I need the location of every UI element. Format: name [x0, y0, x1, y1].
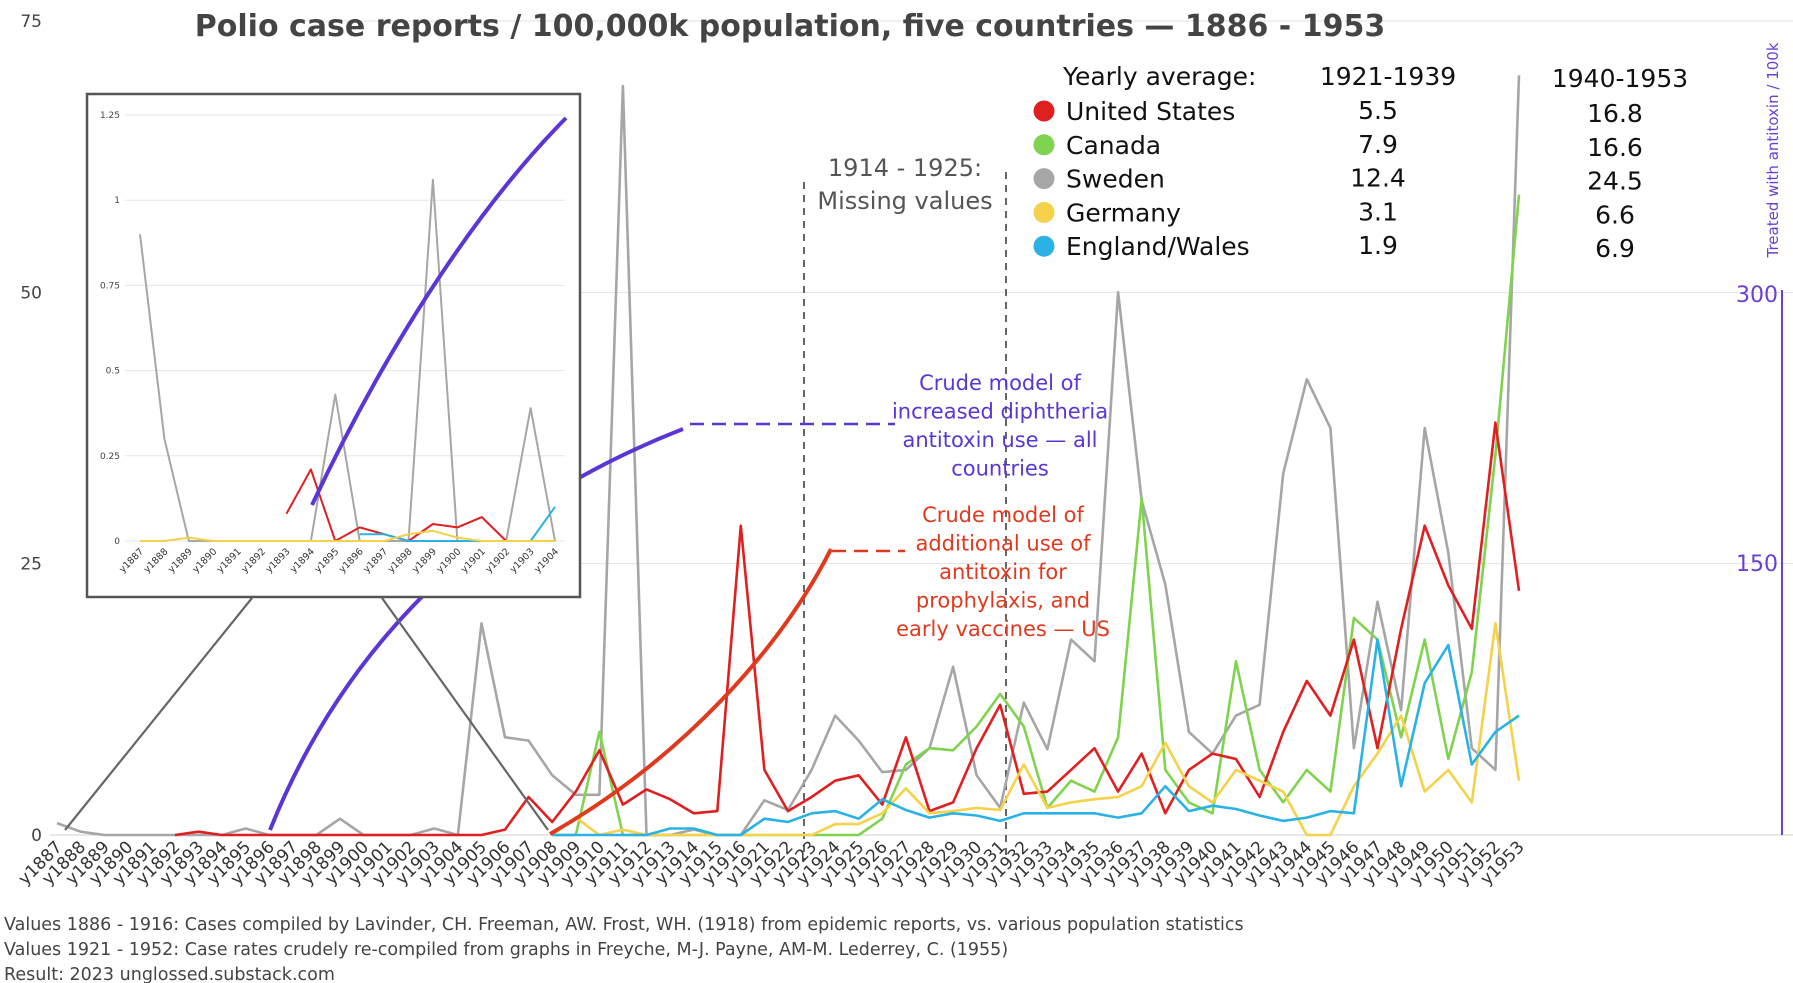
- zoom-connector-left: [64, 597, 253, 831]
- purple-model-label: increased diphtheria: [892, 400, 1108, 424]
- legend-header: Yearly average:: [1062, 62, 1256, 91]
- legend-label: England/Wales: [1066, 232, 1250, 261]
- legend-label: Germany: [1066, 198, 1181, 227]
- legend-value-1921-1939: 1.9: [1358, 231, 1398, 260]
- series-line-united-states: [174, 421, 1521, 837]
- red-model-label: prophylaxis, and: [916, 589, 1090, 613]
- red-model-label: antitoxin for: [939, 560, 1067, 584]
- purple-model-curve-inset: [310, 116, 568, 506]
- inset-series-germany: [140, 529, 555, 542]
- legend-value-1921-1939: 3.1: [1358, 197, 1398, 226]
- right-tick-label: 150: [1736, 552, 1778, 577]
- legend-swatch: [1033, 201, 1055, 223]
- footer-source-line: Values 1921 - 1952: Case rates crudely r…: [4, 940, 1008, 960]
- inset-chart: 00.250.50.7511.25y1887y1888y1889y1890y18…: [85, 92, 582, 599]
- zoom-connector-right: [381, 597, 549, 831]
- legend-value-1940-1953: 16.8: [1587, 99, 1643, 128]
- legend-col1-header: 1921-1939: [1320, 62, 1456, 91]
- y-tick-label: 75: [20, 12, 42, 32]
- legend-value-1940-1953: 16.6: [1587, 133, 1643, 162]
- legend-value-1940-1953: 6.9: [1595, 234, 1635, 263]
- red-model-curve: [549, 548, 833, 836]
- missing-values-label: Missing values: [817, 187, 992, 215]
- footer-source-line: Values 1886 - 1916: Cases compiled by La…: [4, 915, 1244, 935]
- inset-y-tick-label: 0: [114, 537, 120, 547]
- legend-value-1940-1953: 6.6: [1595, 200, 1635, 229]
- inset-frame: [85, 92, 582, 599]
- legend-value-1921-1939: 12.4: [1350, 164, 1406, 193]
- red-model-label: Crude model of: [922, 503, 1084, 527]
- legend-swatch: [1033, 100, 1055, 122]
- y-tick-label: 25: [20, 555, 42, 575]
- y-tick-label: 0: [31, 826, 42, 846]
- y-tick-label: 50: [20, 283, 42, 303]
- legend-label: United States: [1066, 97, 1235, 126]
- inset-y-tick-label: 0.25: [100, 452, 120, 462]
- red-model-label: additional use of: [915, 532, 1091, 556]
- legend-value-1921-1939: 5.5: [1358, 96, 1398, 125]
- series-line-england-wales: [552, 638, 1520, 837]
- inset-y-tick-label: 0.5: [106, 367, 120, 377]
- legend-col2-header: 1940-1953: [1552, 64, 1688, 93]
- inset-y-tick-label: 1.25: [100, 111, 120, 121]
- legend-label: Canada: [1066, 131, 1161, 160]
- purple-model-label: Crude model of: [919, 371, 1081, 395]
- chart-title: Polio case reports / 100,000k population…: [195, 9, 1385, 44]
- inset-y-tick-label: 1: [114, 196, 120, 206]
- legend-value-1940-1953: 24.5: [1587, 167, 1643, 196]
- red-model-label: early vaccines — US: [896, 617, 1110, 641]
- right-tick-label: 300: [1736, 283, 1778, 308]
- footer-source-line: Result: 2023 unglossed.substack.com: [4, 965, 335, 983]
- legend-label: Sweden: [1066, 165, 1165, 194]
- legend-swatch: [1033, 134, 1055, 156]
- purple-model-curve-main: [268, 427, 684, 831]
- purple-model-label: countries: [951, 457, 1049, 481]
- missing-values-label: 1914 - 1925:: [828, 154, 982, 182]
- legend-value-1921-1939: 7.9: [1358, 130, 1398, 159]
- purple-model-label: antitoxin use — all: [903, 428, 1098, 452]
- legend-swatch: [1033, 168, 1055, 190]
- right-axis-label: Treated with antitoxin / 100k: [1764, 42, 1782, 258]
- legend-swatch: [1033, 235, 1055, 257]
- inset-y-tick-label: 0.75: [100, 281, 120, 291]
